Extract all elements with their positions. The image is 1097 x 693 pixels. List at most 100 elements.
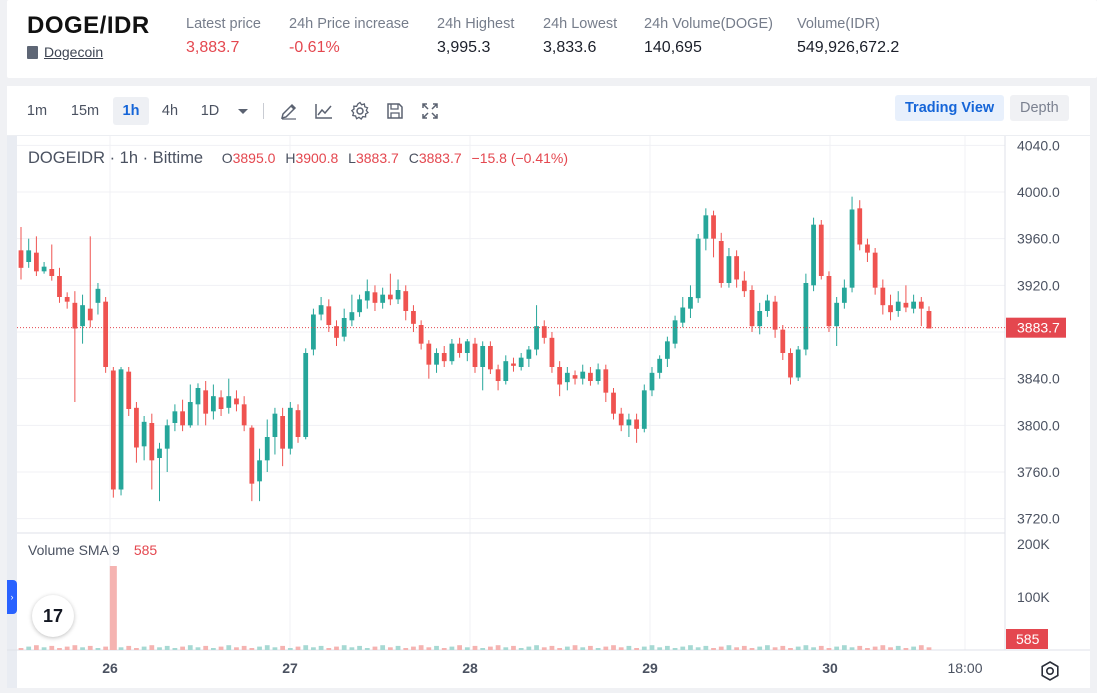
candle-body — [411, 311, 416, 324]
candle-body — [895, 301, 901, 311]
candle-body — [249, 427, 255, 484]
time-tick-label: 28 — [462, 660, 478, 676]
volume-bar — [234, 647, 239, 650]
stat-label: 24h Volume(DOGE) — [644, 16, 773, 32]
candle-body — [311, 314, 316, 350]
candle-body — [349, 312, 355, 321]
candle-body — [880, 287, 886, 306]
volume-bar — [857, 645, 863, 650]
volume-bar — [618, 647, 624, 650]
candle-body — [488, 346, 493, 370]
stat-24h-price-increase: 24h Price increase -0.61% — [289, 16, 409, 57]
volume-bar — [872, 646, 878, 650]
settings-gear-icon[interactable] — [350, 101, 370, 121]
volume-bar — [34, 645, 39, 650]
coin-name-link[interactable]: Dogecoin — [44, 44, 104, 60]
volume-bar — [195, 647, 201, 650]
candle-body — [334, 326, 339, 338]
timeframe-1d[interactable]: 1D — [200, 103, 220, 119]
indicators-icon[interactable] — [314, 101, 334, 121]
volume-bar — [664, 645, 670, 650]
candle-body — [703, 215, 709, 239]
candle-body — [210, 396, 216, 412]
volume-bar — [672, 648, 678, 650]
volume-bar — [126, 645, 132, 650]
open-key: O — [221, 150, 233, 166]
candle-body — [534, 326, 539, 350]
close-value: 3883.7 — [418, 150, 462, 166]
coin-link-row[interactable]: Dogecoin — [27, 44, 150, 60]
price-tick-label: 3840.0 — [1017, 371, 1060, 387]
volume-bar — [387, 647, 393, 650]
timeframe-1m[interactable]: 1m — [26, 103, 48, 119]
candle-body — [264, 437, 270, 461]
volume-bar — [164, 645, 170, 650]
candle-body — [326, 306, 332, 325]
volume-bar — [534, 645, 539, 650]
volume-bar — [826, 648, 832, 650]
volume-bar — [380, 645, 386, 650]
volume-bar — [187, 645, 193, 650]
volume-bar — [18, 648, 24, 650]
tradingview-logo[interactable]: 17 — [32, 595, 74, 637]
price-tick-label: 3800.0 — [1017, 417, 1060, 433]
time-tick-label: 30 — [822, 660, 838, 676]
volume-value-text: 585 — [1016, 631, 1040, 647]
depth-button[interactable]: Depth — [1010, 95, 1069, 121]
volume-bar — [603, 646, 609, 650]
volume-bar — [180, 646, 185, 650]
left-gutter — [7, 136, 17, 688]
price-tick-label: 3720.0 — [1017, 511, 1060, 527]
volume-bar — [464, 647, 470, 650]
candle-body — [226, 396, 232, 408]
toolbar-divider — [263, 103, 264, 119]
volume-bar — [172, 648, 178, 650]
timeframe-4h[interactable]: 4h — [161, 103, 179, 119]
volume-value: 585 — [133, 542, 158, 558]
volume-bar — [303, 645, 309, 650]
candle-body — [749, 290, 755, 327]
volume-bar — [680, 646, 686, 650]
drawing-pen-icon[interactable] — [279, 101, 299, 121]
volume-bar — [572, 645, 578, 650]
chart-settings-icon[interactable] — [1039, 660, 1061, 682]
volume-bar — [472, 645, 478, 650]
volume-bar — [880, 645, 886, 650]
save-icon[interactable] — [385, 101, 405, 121]
volume-bar — [241, 645, 247, 650]
volume-bar — [503, 647, 509, 650]
volume-legend: Volume SMA 9 585 — [28, 542, 157, 558]
dropdown-chevron-icon[interactable] — [233, 101, 253, 121]
volume-bar — [849, 647, 855, 650]
volume-bar — [557, 648, 563, 650]
volume-bar — [287, 648, 293, 650]
candle-body — [888, 305, 893, 313]
candle-body — [387, 294, 393, 300]
candle-body — [303, 353, 309, 437]
volume-bar — [372, 646, 378, 650]
stat-value: -0.61% — [289, 39, 340, 56]
high-value: 3900.8 — [295, 150, 339, 166]
trading-view-button[interactable]: Trading View — [895, 95, 1005, 121]
fullscreen-icon[interactable] — [420, 101, 440, 121]
stat-value: 3,833.6 — [543, 39, 597, 56]
volume-bar — [841, 645, 847, 650]
timeframe-1h[interactable]: 1h — [113, 97, 149, 125]
candle-body — [34, 252, 39, 272]
candle-body — [134, 407, 139, 448]
candle-body — [734, 256, 740, 280]
candlestick-chart[interactable]: 4040.04000.03960.03920.03880.03840.03800… — [7, 136, 1090, 688]
chart-legend: DOGEIDR · 1h · Bittime O3895.0 H3900.8 L… — [28, 149, 568, 168]
timeframe-15m[interactable]: 15m — [70, 103, 100, 119]
stat-value: 3,883.7 — [186, 39, 240, 56]
candle-body — [164, 425, 170, 449]
volume-bar — [334, 646, 339, 650]
chart-area[interactable]: 4040.04000.03960.03920.03880.03840.03800… — [7, 136, 1090, 688]
volume-bar — [634, 648, 639, 650]
high-key: H — [285, 150, 296, 166]
expand-sidebar-icon[interactable]: › — [7, 580, 17, 614]
volume-bar — [364, 648, 370, 650]
volume-bar — [272, 647, 278, 650]
candle-body — [195, 388, 201, 405]
candle-body — [572, 375, 578, 379]
